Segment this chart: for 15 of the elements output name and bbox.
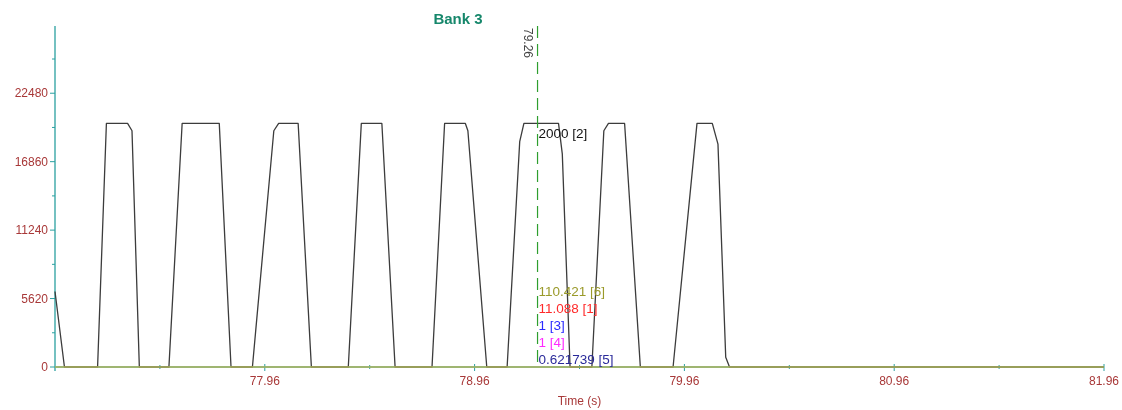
x-tick-label: 81.96 bbox=[1088, 374, 1120, 388]
x-tick-label: 78.96 bbox=[459, 374, 490, 388]
y-tick-label: 0 bbox=[41, 360, 49, 375]
y-tick-label: 22480 bbox=[14, 86, 49, 101]
x-tick-label: 79.96 bbox=[669, 374, 700, 388]
x-tick-label: 77.96 bbox=[249, 374, 281, 388]
y-tick-label: 16860 bbox=[14, 154, 49, 169]
annotation: 1 [3] bbox=[538, 318, 565, 333]
x-axis-title: Time (s) bbox=[557, 394, 602, 408]
ref-line-label: 79.26 bbox=[520, 28, 535, 59]
x-tick-label: 80.96 bbox=[879, 374, 910, 388]
y-tick-label: 5620 bbox=[21, 291, 49, 306]
y-tick-label: 11240 bbox=[15, 223, 49, 238]
annotation: 1 [4] bbox=[538, 335, 565, 350]
chart-title: Bank 3 bbox=[433, 10, 483, 27]
